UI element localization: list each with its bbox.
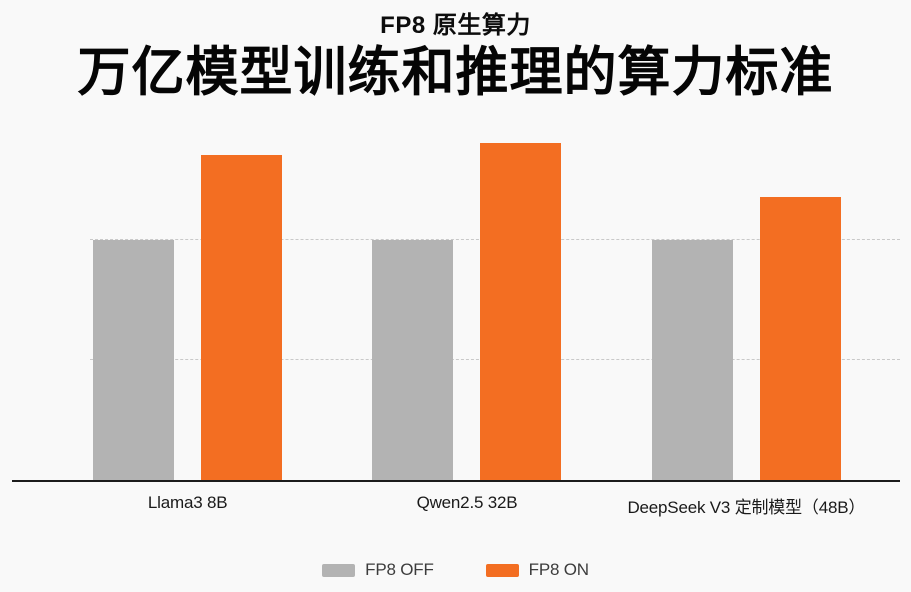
legend-item-fp8-off: FP8 OFF bbox=[322, 560, 434, 580]
bar-fp8-on bbox=[480, 143, 562, 481]
fp8-on-swatch bbox=[485, 563, 519, 577]
chart-subtitle: FP8 原生算力 bbox=[380, 12, 531, 39]
bar-fp8-on bbox=[201, 155, 283, 481]
category-label: Qwen2.5 32B bbox=[416, 493, 518, 512]
bar-fp8-on bbox=[759, 197, 841, 481]
fp8-off-swatch bbox=[322, 563, 356, 577]
bar-group bbox=[607, 107, 886, 481]
legend-label-fp8-on: FP8 ON bbox=[528, 560, 589, 579]
bar-group bbox=[327, 107, 606, 481]
category-label: DeepSeek V3 定制模型（48B） bbox=[627, 498, 866, 517]
bars-row bbox=[48, 107, 886, 481]
chart-main-title: 万亿模型训练和推理的算力标准 bbox=[77, 43, 834, 102]
legend: FP8 OFF FP8 ON bbox=[0, 560, 911, 580]
category-labels-row: Llama3 8B Qwen2.5 32B DeepSeek V3 定制模型（48B… bbox=[48, 493, 886, 518]
x-axis-line bbox=[12, 480, 900, 482]
bar-fp8-off bbox=[93, 240, 175, 481]
legend-item-fp8-on: FP8 ON bbox=[485, 560, 589, 580]
bar-fp8-off bbox=[372, 240, 454, 481]
bar-group bbox=[48, 107, 327, 481]
category-label: Llama3 8B bbox=[147, 493, 228, 512]
legend-label-fp8-off: FP8 OFF bbox=[365, 560, 434, 579]
chart-header: FP8 原生算力 万亿模型训练和推理的算力标准 bbox=[0, 0, 911, 102]
bar-fp8-off bbox=[651, 240, 733, 481]
